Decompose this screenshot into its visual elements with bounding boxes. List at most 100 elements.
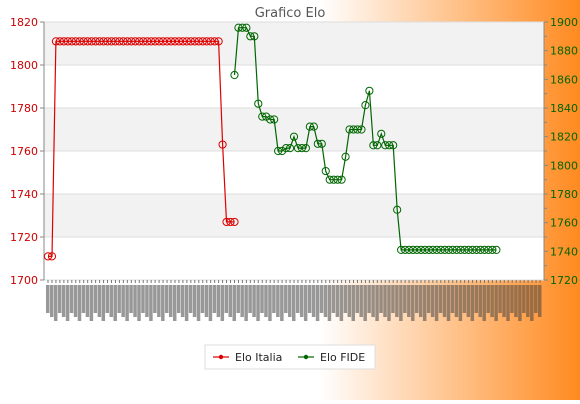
data-point (345, 125, 354, 134)
x-tick-label (430, 285, 435, 317)
data-point (178, 37, 188, 46)
x-tick-label (65, 285, 70, 321)
data-point (202, 37, 211, 46)
data-point (258, 112, 267, 121)
data-point (468, 245, 477, 254)
data-point (440, 245, 449, 254)
x-tick-label (510, 285, 514, 313)
x-tick-label (236, 285, 240, 313)
x-tick-label (299, 285, 304, 317)
data-point (230, 217, 239, 227)
data-point (452, 245, 461, 254)
data-point (51, 37, 61, 46)
data-point (71, 37, 80, 46)
grid-band (44, 22, 544, 65)
x-tick-label (502, 285, 506, 317)
data-point (79, 37, 88, 46)
x-tick-label (93, 285, 98, 313)
x-tick-label (391, 285, 395, 313)
x-tick-label (200, 285, 205, 313)
x-tick-label (530, 285, 534, 321)
x-tick-label (462, 285, 467, 313)
data-point (182, 37, 191, 46)
x-tick-label (276, 285, 280, 317)
legend-label: Elo Italia (235, 351, 282, 364)
y-right-tick-label: 1800 (550, 159, 578, 172)
data-point (361, 101, 370, 110)
data-point (353, 125, 362, 134)
y-right-tick-label: 1880 (550, 45, 578, 58)
x-tick-label (292, 285, 296, 321)
x-tick-label (466, 285, 471, 317)
x-tick-label (343, 285, 348, 313)
x-tick-label (137, 285, 141, 321)
x-tick-label (216, 285, 221, 317)
x-tick-label (311, 285, 316, 317)
data-point (432, 245, 441, 254)
grid-band (44, 194, 544, 237)
x-tick-label (105, 285, 110, 313)
data-point (99, 37, 108, 46)
data-point (222, 217, 231, 227)
x-tick-label (97, 285, 102, 317)
x-tick-label (89, 285, 94, 321)
x-tick-label (498, 285, 502, 313)
x-tick-label (256, 285, 260, 321)
data-point (285, 144, 295, 153)
x-tick-label (46, 285, 50, 313)
data-point (111, 37, 120, 46)
x-tick-label (220, 285, 225, 321)
data-point (55, 37, 65, 46)
x-tick-label (133, 285, 137, 317)
data-point (218, 140, 227, 149)
x-tick-label (403, 285, 407, 313)
x-tick-label (153, 285, 157, 313)
x-tick-label (288, 285, 292, 317)
x-tick-label (157, 285, 161, 317)
y-right-tick-label: 1820 (550, 131, 578, 144)
data-point (428, 245, 437, 254)
x-tick-label (490, 285, 494, 317)
x-tick-label (125, 285, 129, 321)
data-point (400, 245, 410, 254)
x-tick-label (411, 285, 415, 321)
x-tick-label (383, 285, 387, 317)
data-point (412, 245, 422, 254)
data-point (373, 141, 382, 150)
data-point (381, 141, 390, 150)
data-point (242, 23, 251, 32)
x-tick-label (141, 285, 145, 313)
data-point (460, 245, 469, 254)
data-point (230, 70, 239, 80)
y-left-tick-label: 1720 (10, 231, 38, 244)
data-point (420, 245, 430, 254)
x-tick-label (272, 285, 276, 313)
y-right-tick-label: 1720 (550, 274, 578, 287)
x-tick-label (73, 285, 78, 317)
data-point (123, 37, 132, 46)
y-right-tick-label: 1780 (550, 188, 578, 201)
data-point (127, 37, 136, 46)
data-point (63, 37, 72, 46)
data-point (313, 139, 322, 148)
data-point (91, 37, 100, 46)
data-point (170, 37, 180, 46)
data-point (214, 37, 223, 46)
data-point (325, 175, 334, 184)
x-tick-label (518, 285, 522, 321)
x-tick-label (458, 285, 463, 321)
x-tick-label (161, 285, 165, 321)
x-tick-label (526, 285, 530, 317)
data-point (254, 99, 263, 108)
data-point (341, 152, 350, 161)
data-point (404, 245, 414, 254)
x-tick-label (371, 285, 375, 317)
x-tick-label (284, 285, 288, 313)
x-tick-label (303, 285, 308, 321)
x-tick-label (514, 285, 518, 317)
legend-swatch-marker (218, 354, 224, 360)
x-tick-label (454, 285, 459, 317)
x-tick-label (534, 285, 538, 313)
x-tick-label (355, 285, 359, 313)
data-point (365, 86, 374, 95)
